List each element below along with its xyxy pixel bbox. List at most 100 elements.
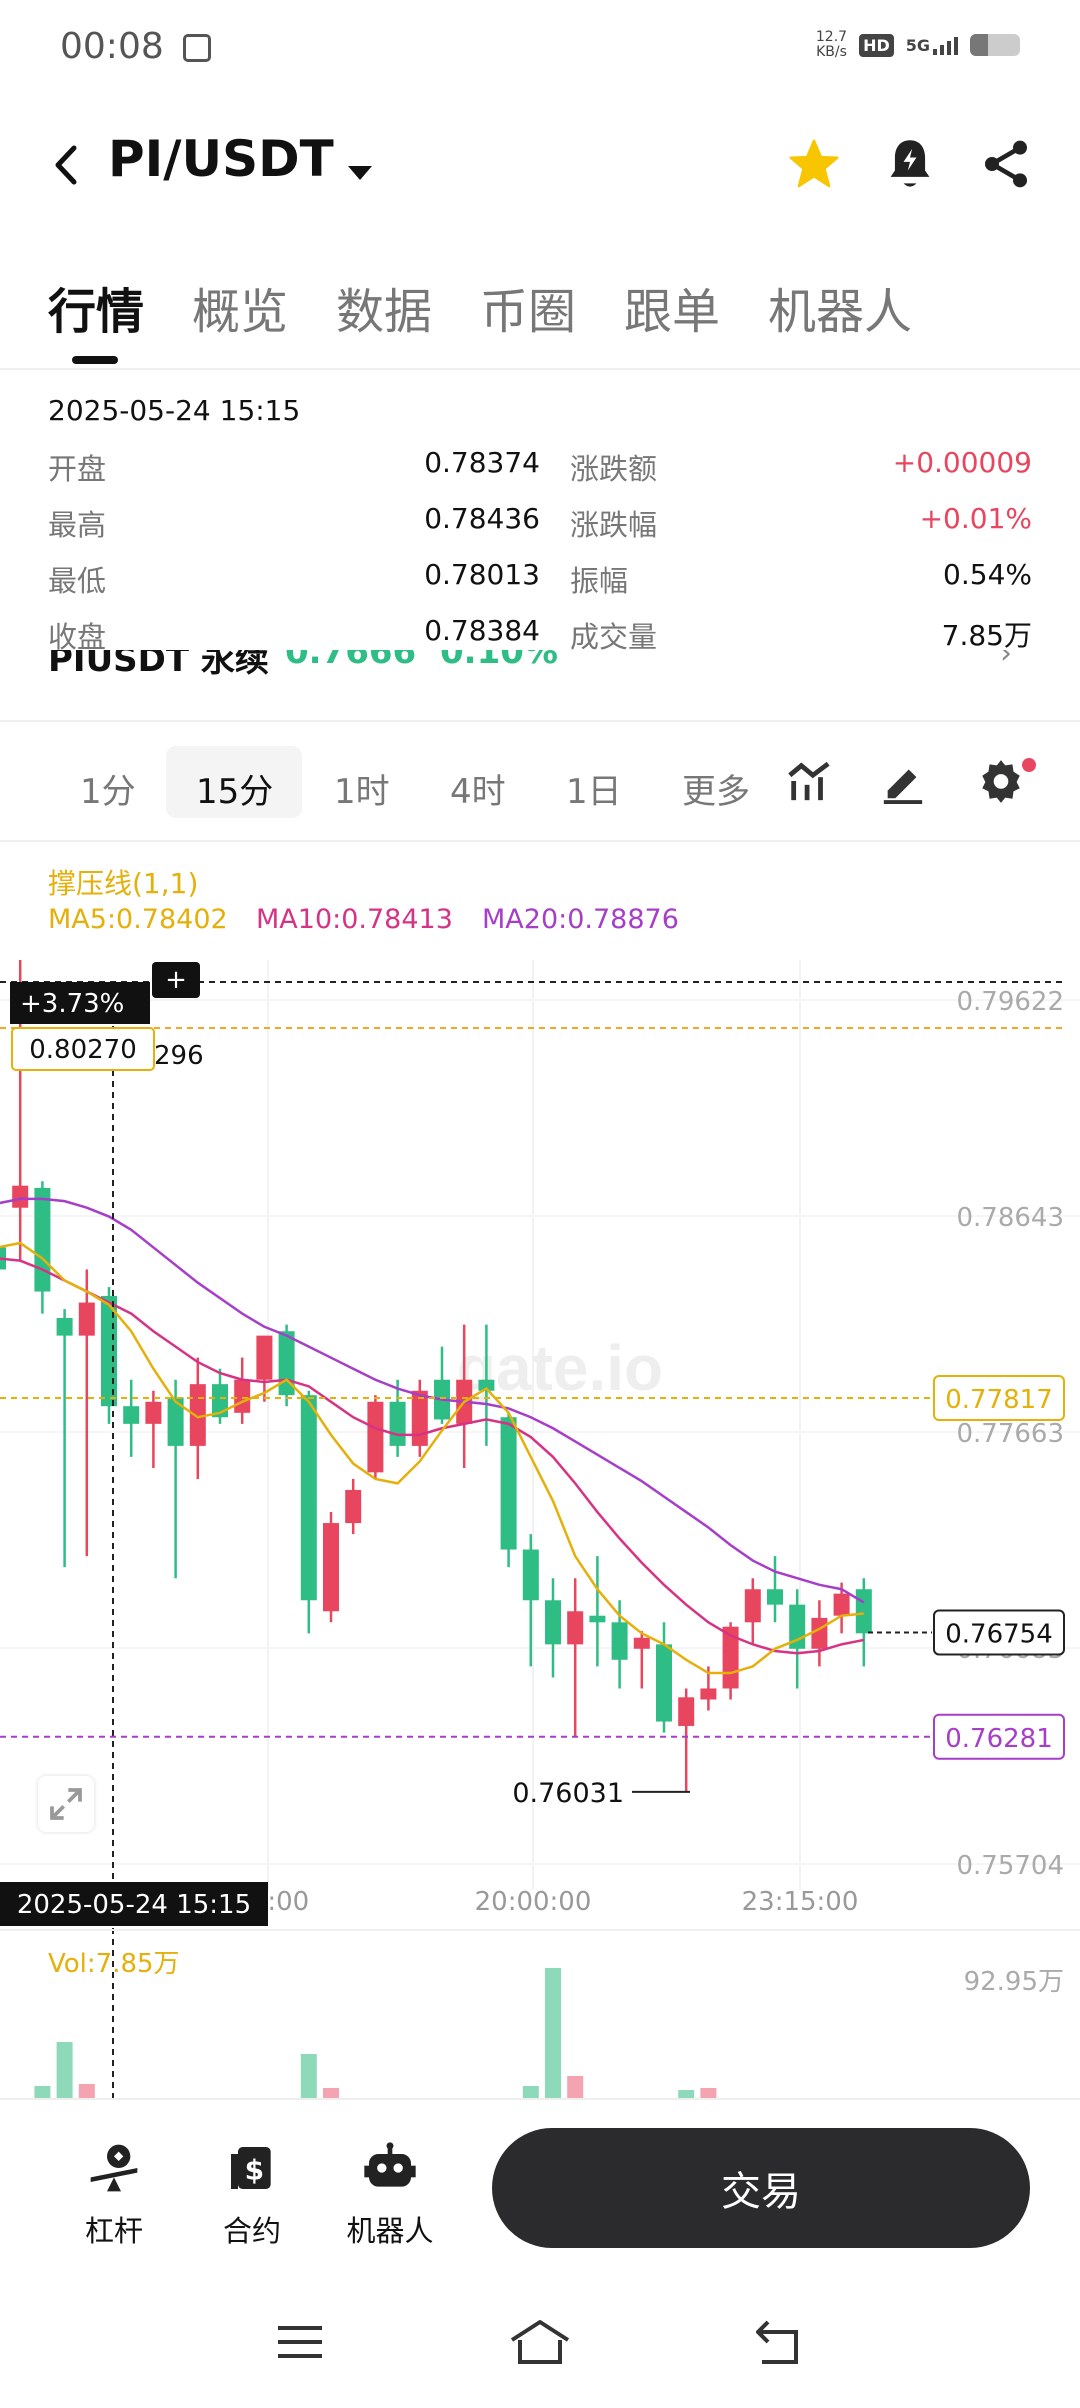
recent-apps-button[interactable] — [272, 2318, 328, 2372]
tab-overview[interactable]: 概览 — [192, 284, 289, 340]
ohlc-value-high: 0.78436 — [424, 502, 540, 535]
dropdown-caret-icon — [347, 165, 372, 180]
support-label: 0.77817 — [945, 1385, 1053, 1415]
contract-icon: $ — [231, 2147, 271, 2189]
candle-body — [855, 1589, 872, 1634]
candlestick-chart[interactable]: 0.796220.786430.776630.766830.7570420:00… — [0, 960, 1080, 2098]
volume-bar — [56, 2042, 73, 2098]
volume-bar — [678, 2090, 695, 2098]
perpetual-ticker[interactable]: PIUSDT 永续 0.7666 0.10% › — [0, 650, 1080, 680]
crosshair-price-box — [11, 1027, 155, 1071]
candle-body — [389, 1401, 406, 1446]
svg-text:$: $ — [245, 2154, 264, 2187]
volume-bar — [323, 2088, 339, 2098]
resistance-label-box — [933, 1713, 1065, 1760]
share-icon — [985, 140, 1027, 188]
candle-body — [811, 1617, 828, 1649]
pen-icon — [883, 769, 923, 804]
ma20-legend: MA20:0.78876 — [482, 904, 679, 935]
indicator-chart-icon — [788, 761, 830, 801]
draw-button[interactable] — [880, 758, 926, 808]
candle-body — [633, 1637, 650, 1649]
back-button[interactable] — [48, 140, 88, 190]
ma10-legend: MA10:0.78413 — [256, 904, 453, 935]
x-axis-tick: 20:00:00 — [475, 1887, 592, 1917]
divider — [0, 720, 1080, 722]
hd-badge: HD — [859, 33, 894, 57]
tab-market[interactable]: 行情 — [48, 284, 145, 340]
ohlc-label-low: 最低 — [48, 564, 107, 598]
gear-icon — [982, 760, 1020, 803]
star-icon — [789, 139, 839, 188]
interval-4h[interactable]: 4时 — [450, 772, 506, 812]
trade-button[interactable]: 交易 — [492, 2128, 1030, 2248]
network-speed: 12.7 KB/s — [815, 29, 848, 60]
settings-button[interactable] — [976, 756, 1036, 810]
candle-body — [545, 1600, 561, 1645]
candle-body — [833, 1593, 850, 1616]
ohlc-time: 2025-05-24 15:15 — [48, 394, 301, 427]
contract-label: 合约 — [222, 2214, 281, 2248]
ohlc-value-change-pct: +0.01% — [919, 502, 1032, 535]
tab-community[interactable]: 币圈 — [480, 284, 577, 340]
perpetual-price: 0.7666 — [285, 650, 417, 672]
candle-body — [700, 1688, 717, 1700]
interval-active-bg — [166, 746, 302, 818]
favorite-button[interactable] — [786, 136, 842, 196]
candle-body — [323, 1523, 339, 1612]
ohlc-value-close: 0.78384 — [424, 614, 540, 647]
screen-record-icon — [183, 34, 212, 62]
volume-bar — [522, 2086, 539, 2098]
crosshair-add-button — [152, 962, 200, 998]
status-time: 00:08 — [60, 26, 212, 67]
pair-selector[interactable]: PI/USDT — [108, 130, 375, 188]
ohlc-value-amplitude: 0.54% — [943, 558, 1032, 591]
indicator-title: 撑压线(1,1) — [48, 867, 199, 900]
candle-body — [256, 1335, 273, 1380]
candle-body — [212, 1384, 228, 1418]
candle-body — [345, 1489, 362, 1524]
candle-body — [56, 1317, 73, 1336]
interval-15m[interactable]: 15分 — [196, 772, 274, 812]
leverage-button[interactable]: 杠杆 — [54, 2140, 174, 2250]
divider — [0, 2098, 1080, 2100]
ma5-legend: MA5:0.78402 — [48, 904, 228, 935]
crosshair-time: 2025-05-24 15:15 — [17, 1890, 251, 1920]
plus-icon: + — [165, 965, 187, 995]
ohlc-label-volume: 成交量 — [570, 620, 658, 654]
volume-bar — [300, 2054, 317, 2098]
interval-1h[interactable]: 1时 — [334, 772, 390, 812]
candle-body — [123, 1406, 140, 1424]
volume-max-label: 92.95万 — [964, 1967, 1064, 1997]
interval-1m[interactable]: 1分 — [80, 772, 136, 812]
interval-more[interactable]: 更多 — [682, 772, 750, 812]
watermark: gate.io — [457, 1332, 663, 1404]
tab-copy-trade[interactable]: 跟单 — [624, 284, 721, 340]
share-button[interactable] — [978, 136, 1034, 196]
interval-1d[interactable]: 1日 — [566, 772, 622, 812]
robot-button[interactable]: 机器人 — [330, 2140, 450, 2250]
back-nav-icon — [756, 2320, 798, 2364]
tab-bot[interactable]: 机器人 — [768, 284, 913, 340]
volume-bar — [545, 1968, 561, 2098]
x-axis-tick: 23:15:00 — [742, 1887, 859, 1917]
tab-data[interactable]: 数据 — [336, 284, 433, 340]
robot-label: 机器人 — [346, 2214, 434, 2248]
volume-bar — [78, 2084, 95, 2098]
indicator-button[interactable] — [786, 758, 832, 808]
candle-body — [522, 1549, 539, 1601]
perpetual-change: 0.10% — [440, 650, 558, 672]
last-price-box — [933, 1609, 1065, 1656]
resistance-label: 0.76281 — [945, 1724, 1053, 1754]
alert-button[interactable] — [884, 136, 936, 196]
candle-body — [500, 1417, 517, 1550]
candle-body — [234, 1379, 251, 1413]
back-nav-button[interactable] — [752, 2318, 808, 2372]
divider — [0, 368, 1080, 370]
contract-button[interactable]: $ 合约 — [192, 2140, 312, 2250]
home-button[interactable] — [508, 2318, 572, 2372]
candle-body — [589, 1615, 606, 1623]
fullscreen-button[interactable] — [38, 1776, 94, 1832]
leverage-label: 杠杆 — [84, 2214, 143, 2248]
ohlc-label-change-pct: 涨跌幅 — [570, 508, 658, 542]
